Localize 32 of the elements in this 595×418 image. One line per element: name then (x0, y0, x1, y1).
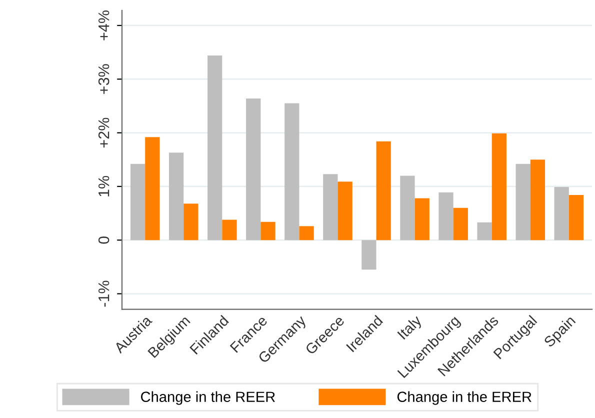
y-tick-label: -1% (98, 280, 110, 307)
bar (568, 195, 584, 240)
bar (492, 133, 506, 240)
bar (477, 222, 492, 240)
bar (530, 160, 546, 240)
y-tick-label: 0 (98, 236, 110, 244)
bar (208, 56, 222, 240)
bar (554, 186, 569, 240)
bar (438, 192, 454, 240)
bar (260, 222, 276, 240)
bar (453, 208, 468, 240)
bar (168, 152, 184, 240)
bar (376, 141, 391, 240)
y-tick-label: +3% (98, 64, 110, 94)
bar (145, 137, 160, 240)
y-tick-label: 1% (98, 176, 110, 196)
bar (516, 164, 530, 240)
bar (338, 182, 352, 240)
legend-label: Change in the REER (140, 391, 275, 405)
bar (299, 226, 314, 240)
bar (323, 174, 338, 240)
bar (362, 240, 376, 270)
y-tick-label: +2% (98, 118, 110, 148)
bar (222, 220, 237, 240)
bar (400, 176, 415, 240)
bar (130, 164, 146, 240)
bar (284, 103, 300, 240)
bar (246, 98, 261, 240)
legend-label: Change in the ERER (397, 391, 532, 405)
bar (184, 204, 198, 240)
y-tick-label: +4% (98, 10, 110, 40)
bar (414, 198, 430, 240)
